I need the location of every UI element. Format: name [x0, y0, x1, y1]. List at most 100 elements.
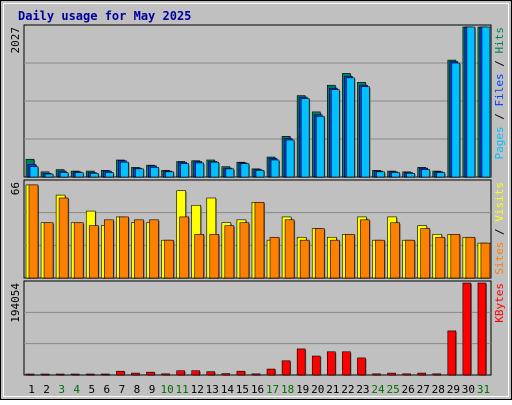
bar-sites	[104, 219, 114, 279]
bar-pages	[195, 162, 205, 178]
bar-pages	[165, 171, 174, 178]
bar-pages	[391, 172, 400, 178]
bar-pages	[44, 173, 54, 178]
ymax-label: 2027	[9, 27, 22, 54]
x-tick-label: 23	[356, 383, 369, 396]
bar-sites	[405, 239, 415, 279]
bar-pages	[255, 170, 265, 178]
panel-visits-sites: 66 Sites / Visits	[9, 179, 506, 279]
panel-hits-files-pages: 2027 Pages / Files / Hits	[9, 24, 506, 179]
x-tick-label: 30	[462, 383, 475, 396]
x-tick-label: 19	[296, 383, 309, 396]
bar-sites	[345, 234, 355, 279]
bar-shadow-kbytes	[102, 375, 111, 376]
legend: Sites / Visits	[493, 182, 506, 275]
x-tick-label: 12	[191, 383, 204, 396]
x-tick-label: 5	[88, 383, 95, 396]
x-tick-label: 3	[58, 383, 65, 396]
bar-kbytes	[40, 373, 50, 376]
bar-kbytes	[251, 373, 261, 376]
ymax-label: 194054	[9, 283, 22, 323]
bar-sites	[43, 222, 54, 279]
bar-sites	[465, 236, 476, 279]
bar-pages	[225, 168, 235, 178]
legend-separator: /	[493, 54, 506, 74]
bar-kbytes	[25, 373, 35, 376]
bar-kbytes	[221, 373, 231, 376]
bar-pages	[29, 166, 39, 178]
bar-kbytes	[432, 373, 442, 376]
plot-area	[23, 280, 492, 376]
bar-pages	[120, 161, 129, 178]
bar-sites	[179, 216, 189, 279]
bar-kbytes	[311, 355, 321, 376]
bar-kbytes	[70, 373, 80, 376]
x-tick-label: 14	[221, 383, 235, 396]
bar-sites	[329, 239, 340, 279]
x-tick-label: 21	[326, 383, 339, 396]
bar-kbytes	[206, 371, 216, 376]
bar-pages	[105, 172, 114, 178]
bar-shadow-kbytes	[252, 374, 261, 376]
bar-kbytes	[296, 348, 306, 376]
legend-kbytes: KBytes	[493, 283, 506, 323]
bar-shadow-kbytes	[27, 375, 35, 376]
bar-kbytes	[191, 370, 201, 376]
bar-pages	[376, 171, 385, 178]
x-tick-label: 10	[160, 383, 173, 396]
legend-separator: /	[493, 222, 506, 242]
x-tick-label: 15	[236, 383, 249, 396]
x-tick-label: 1	[28, 383, 35, 396]
bar-kbytes	[387, 372, 396, 376]
x-tick-label: 26	[402, 383, 415, 396]
bar-kbytes	[402, 373, 411, 376]
bar-sites	[149, 219, 159, 279]
legend-sites: Sites	[493, 242, 506, 275]
bar-pages	[315, 116, 325, 178]
x-tick-label: 11	[176, 383, 189, 396]
bar-pages	[150, 167, 159, 178]
x-tick-label: 28	[432, 383, 445, 396]
bar-sites	[269, 236, 280, 279]
bar-sites	[28, 184, 39, 279]
x-tick-label: 20	[311, 383, 324, 396]
legend: KBytes	[493, 283, 506, 323]
bar-sites	[360, 219, 370, 279]
bar-kbytes	[372, 373, 381, 376]
panel-kbytes: 194054 KBytes	[9, 280, 506, 376]
x-tick-label: 6	[104, 383, 111, 396]
bar-pages	[346, 77, 355, 178]
bar-sites	[119, 216, 129, 279]
bar-sites	[194, 234, 205, 279]
bar-sites	[390, 222, 400, 279]
x-tick-label: 2	[43, 383, 50, 396]
bar-kbytes	[417, 372, 426, 376]
bar-sites	[480, 242, 491, 279]
legend-files: Files	[493, 73, 506, 106]
bar-sites	[375, 239, 385, 279]
x-tick-label: 27	[417, 383, 430, 396]
bar-pages	[180, 163, 189, 178]
bar-shadow-kbytes	[57, 375, 66, 376]
bar-kbytes	[281, 360, 291, 376]
legend-pages: Pages	[493, 126, 506, 159]
bar-pages	[330, 89, 340, 178]
x-tick-label: 7	[119, 383, 126, 396]
bar-shadow-kbytes	[433, 374, 442, 376]
bar-pages	[436, 172, 446, 178]
bar-pages	[135, 168, 144, 178]
bar-kbytes	[131, 372, 140, 376]
bar-sites	[73, 222, 84, 279]
bar-kbytes	[462, 282, 472, 376]
bar-pages	[481, 26, 491, 178]
bar-kbytes	[85, 373, 95, 376]
x-tick-label: 24	[371, 383, 385, 396]
bar-kbytes	[161, 373, 170, 376]
ymax-label: 66	[9, 182, 22, 195]
legend: Pages / Files / Hits	[493, 27, 506, 160]
bar-sites	[420, 228, 430, 279]
x-tick-label: 18	[281, 383, 294, 396]
bar-pages	[89, 172, 99, 178]
bar-shadow-kbytes	[373, 374, 382, 376]
